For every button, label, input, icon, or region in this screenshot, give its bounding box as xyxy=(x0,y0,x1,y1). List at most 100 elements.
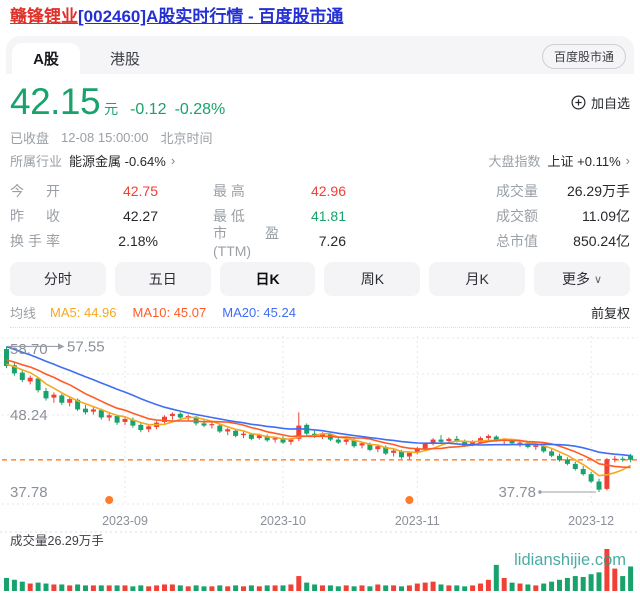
candle-body xyxy=(67,399,73,403)
adjust-mode-toggle[interactable]: 前复权 xyxy=(590,306,630,321)
low-annotation-dot xyxy=(538,490,542,494)
candle-body xyxy=(264,435,270,441)
candle-body xyxy=(454,438,460,442)
candle-body xyxy=(27,377,33,382)
y-axis-label: 37.78 xyxy=(10,484,48,501)
candle-body xyxy=(201,423,207,426)
title-stock-name: 赣锋锂业 xyxy=(10,7,78,26)
stat-label: 成交额 xyxy=(496,207,538,224)
candle-body xyxy=(90,409,96,412)
volume-bar xyxy=(320,585,325,591)
industry-index-row: 所属行业 能源金属 -0.64% › 大盘指数 上证 +0.11% › xyxy=(10,151,630,170)
volume-bar xyxy=(83,585,88,591)
stats-grid: 今 开 42.75 昨 收 42.27 换手率 2.18% 最 高 42.96 最 低 41.81… xyxy=(10,178,630,259)
candle-body xyxy=(375,446,381,450)
stat-value: 41.81 xyxy=(310,207,346,224)
candle-body xyxy=(209,424,215,426)
volume-bar xyxy=(596,572,602,591)
candle-body xyxy=(43,390,49,399)
period-tab-0[interactable]: 分时 xyxy=(10,262,106,296)
volume-bar xyxy=(604,549,610,591)
volume-bar xyxy=(541,583,547,591)
candle-body xyxy=(19,372,25,380)
volume-bar xyxy=(185,586,191,591)
period-tab-label: 日K xyxy=(255,271,280,287)
candle-body xyxy=(628,455,634,460)
industry-link[interactable]: 所属行业 能源金属 -0.64% › xyxy=(10,151,175,170)
stat-row: 成交额 11.09亿 xyxy=(346,203,630,228)
candle-body xyxy=(122,418,128,422)
stat-label: 最 高 xyxy=(213,182,245,199)
tab-hk[interactable]: 港股 xyxy=(110,51,141,68)
volume-bar xyxy=(454,585,460,591)
volume-bar xyxy=(146,586,152,591)
volume-bar xyxy=(422,582,428,591)
volume-bar xyxy=(580,577,586,591)
period-tab-label: 更多 xyxy=(562,271,591,287)
stat-value: 11.09亿 xyxy=(582,207,630,224)
candle-body xyxy=(414,448,420,453)
index-value: 上证 +0.11% xyxy=(547,153,621,169)
stat-value: 42.75 xyxy=(122,182,158,199)
volume-bar xyxy=(351,586,357,591)
period-tab-3[interactable]: 周K xyxy=(324,262,421,296)
volume-bar xyxy=(509,582,515,591)
candle-body xyxy=(493,436,499,441)
candle-body xyxy=(248,434,254,439)
candle-body xyxy=(177,413,183,418)
volume-bar xyxy=(233,585,239,591)
stats-column-1: 今 开 42.75 昨 收 42.27 换手率 2.18% xyxy=(10,178,158,253)
volume-bar xyxy=(154,585,160,591)
period-tab-4[interactable]: 月K xyxy=(429,262,526,296)
candle-body xyxy=(533,445,539,447)
candle-body xyxy=(75,399,81,410)
title-link[interactable]: 赣锋锂业[002460]A股实时行情 - 百度股市通 xyxy=(10,7,343,26)
low-annotation-label: 37.78 xyxy=(498,484,536,501)
candle-body xyxy=(130,419,136,426)
market-status: 已收盘 xyxy=(10,130,50,146)
candlestick-chart[interactable]: 58.70 48.24 37.78 57.55 37.78 2023-09 2023-10 2… xyxy=(0,328,640,593)
candle-body xyxy=(106,415,112,418)
candle-body xyxy=(430,439,436,444)
candle-body xyxy=(138,424,144,431)
candle-body xyxy=(114,416,120,423)
ma-legend-title: 均线 xyxy=(10,306,37,321)
index-label: 大盘指数 xyxy=(488,153,541,169)
volume-bar xyxy=(241,586,246,591)
candle-body xyxy=(462,441,468,446)
volume-bar xyxy=(399,586,404,591)
period-tab-2[interactable]: 日K xyxy=(219,262,316,296)
stat-label: 总市值 xyxy=(496,232,538,249)
volume-bar xyxy=(272,585,278,591)
market-status-row: 已收盘 12-08 15:00:00 北京时间 xyxy=(10,129,630,146)
candle-body xyxy=(288,439,294,442)
candle-body xyxy=(146,426,152,430)
volume-bar xyxy=(612,568,618,591)
candle-body xyxy=(399,451,404,458)
stats-column-3: 成交量 26.29万手 成交额 11.09亿 总市值 850.24亿 xyxy=(346,178,630,253)
add-watchlist-button[interactable]: 加自选 xyxy=(571,93,630,112)
volume-bar xyxy=(557,579,562,591)
stat-label: 最 低 xyxy=(213,207,245,224)
candle-body xyxy=(383,446,389,454)
volume-bar xyxy=(533,585,539,591)
tab-a-share[interactable]: A股 xyxy=(12,43,80,74)
stat-row: 换手率 2.18% xyxy=(10,228,158,253)
stat-label: 市盈(TTM) xyxy=(213,224,279,259)
period-tab-1[interactable]: 五日 xyxy=(114,262,211,296)
candle-body xyxy=(596,481,602,490)
candle-body xyxy=(549,451,555,456)
candle-body xyxy=(391,450,397,453)
stat-label: 换手率 xyxy=(10,232,60,249)
volume-bar xyxy=(201,586,207,591)
volume-bar xyxy=(225,586,231,591)
stat-value: 42.27 xyxy=(122,207,158,224)
candle-body xyxy=(351,440,357,447)
volume-bar xyxy=(169,584,175,591)
period-tab-5[interactable]: 更多 ∨ xyxy=(534,262,630,296)
baidu-gushitong-badge[interactable]: 百度股市通 xyxy=(541,44,626,69)
volume-bar xyxy=(162,584,167,591)
volume-bar xyxy=(296,576,302,591)
market-index-link[interactable]: 大盘指数 上证 +0.11% › xyxy=(489,151,630,170)
volume-bar xyxy=(19,581,25,591)
